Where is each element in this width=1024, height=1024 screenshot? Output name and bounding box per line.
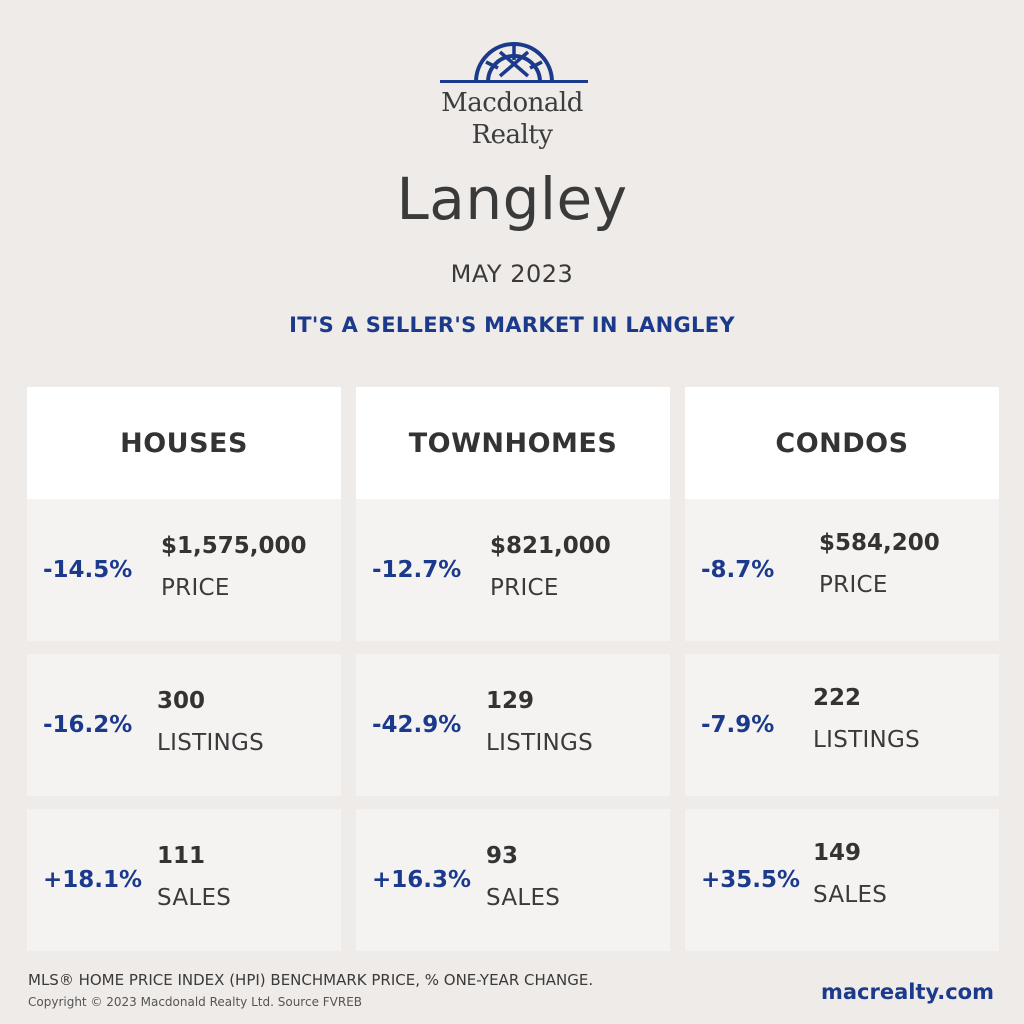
metric-change: -14.5% [43, 557, 133, 583]
metric-label: LISTINGS [486, 730, 594, 756]
page-title: Langley [396, 165, 628, 233]
metric-label: PRICE [819, 572, 888, 598]
metric-change: -42.9% [372, 712, 462, 738]
footnote: MLS® HOME PRICE INDEX (HPI) BENCHMARK PR… [28, 971, 594, 989]
report-period: MAY 2023 [450, 260, 574, 288]
metric-value: $821,000 [490, 533, 611, 559]
column-title: CONDOS [685, 387, 999, 499]
metric-value: 222 [813, 685, 862, 711]
column-title: HOUSES [27, 387, 341, 499]
metric-change: -7.9% [701, 712, 775, 738]
column-title: TOWNHOMES [356, 387, 670, 499]
metric-card-price: -8.7% $584,200 PRICE [685, 499, 999, 641]
metric-card-listings: -7.9% 222 LISTINGS [685, 654, 999, 796]
column-houses: HOUSES -14.5% $1,575,000 PRICE -16.2% 30… [27, 387, 341, 951]
metric-value: $584,200 [819, 530, 940, 556]
metric-label: SALES [486, 885, 561, 911]
metric-value: 149 [813, 840, 862, 866]
metric-change: -8.7% [701, 557, 775, 583]
column-townhomes: TOWNHOMES -12.7% $821,000 PRICE -42.9% 1… [356, 387, 670, 951]
column-condos: CONDOS -8.7% $584,200 PRICE -7.9% 222 LI… [685, 387, 999, 951]
metric-card-sales: +16.3% 93 SALES [356, 809, 670, 951]
metric-label: LISTINGS [157, 730, 265, 756]
metric-change: -12.7% [372, 557, 462, 583]
metric-card-price: -12.7% $821,000 PRICE [356, 499, 670, 641]
metric-change: +35.5% [701, 867, 801, 893]
metric-value: 93 [486, 843, 519, 869]
metric-label: PRICE [161, 575, 230, 601]
metric-value: 300 [157, 688, 206, 714]
metric-card-listings: -16.2% 300 LISTINGS [27, 654, 341, 796]
copyright: Copyright © 2023 Macdonald Realty Ltd. S… [28, 995, 363, 1009]
metric-change: -16.2% [43, 712, 133, 738]
brand-name-line2: Realty [471, 120, 553, 150]
metric-label: LISTINGS [813, 727, 921, 753]
compass-arch-icon [440, 42, 588, 83]
metric-card-price: -14.5% $1,575,000 PRICE [27, 499, 341, 641]
brand-name-line1: Macdonald [441, 88, 583, 118]
metric-label: PRICE [490, 575, 559, 601]
metric-change: +16.3% [372, 867, 472, 893]
metric-label: SALES [157, 885, 232, 911]
metric-value: $1,575,000 [161, 533, 307, 559]
metric-card-listings: -42.9% 129 LISTINGS [356, 654, 670, 796]
metric-label: SALES [813, 882, 888, 908]
metric-change: +18.1% [43, 867, 143, 893]
metric-card-sales: +18.1% 111 SALES [27, 809, 341, 951]
market-headline: IT'S A SELLER'S MARKET IN LANGLEY [289, 313, 735, 337]
metric-value: 129 [486, 688, 535, 714]
metric-card-sales: +35.5% 149 SALES [685, 809, 999, 951]
website-link[interactable]: macrealty.com [820, 980, 994, 1004]
metric-value: 111 [157, 843, 206, 869]
